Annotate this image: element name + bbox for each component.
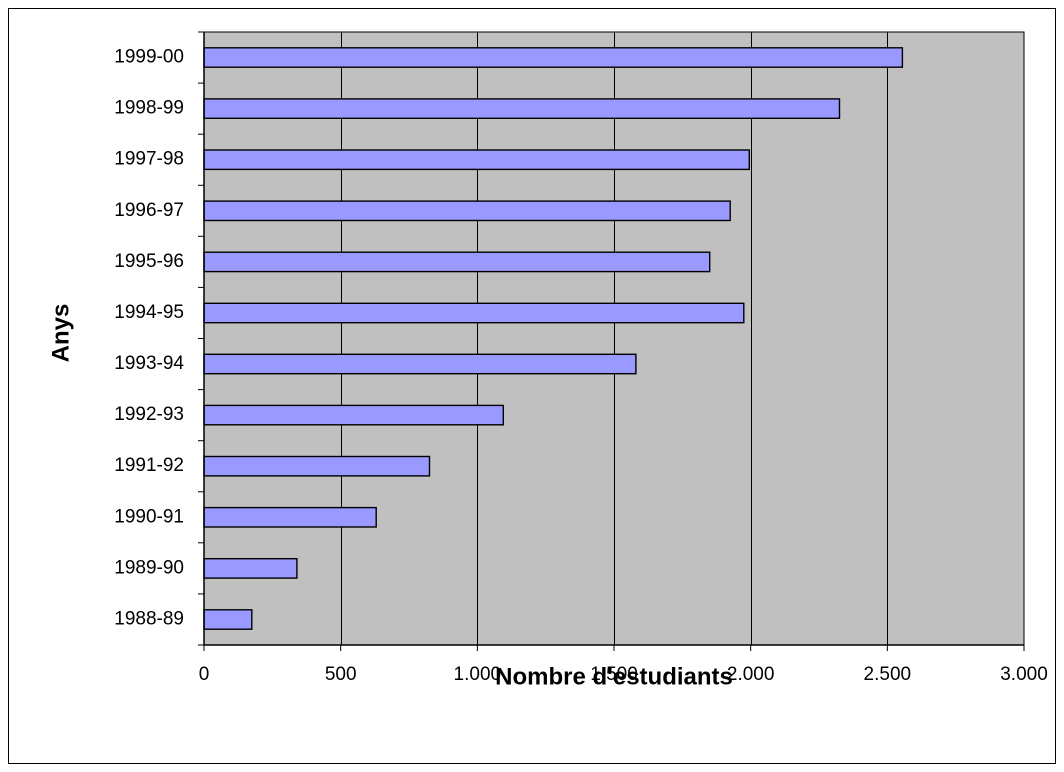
y-tick-label-1994-95: 1994-95 [114,302,184,323]
y-tick-label-1993-94: 1993-94 [114,353,184,374]
y-tick-label-1996-97: 1996-97 [114,200,184,221]
x-tick-label-5: 2.500 [864,664,912,685]
y-tick-label-1997-98: 1997-98 [114,149,184,170]
y-tick-label-1988-89: 1988-89 [114,609,184,630]
bar-1999-00 [204,48,902,67]
x-axis-title: Nombre d'estudiants [495,663,733,690]
bar-1989-90 [204,559,297,578]
y-tick-label-1992-93: 1992-93 [114,404,184,425]
bar-1993-94 [204,354,636,373]
bar-1988-89 [204,610,252,629]
x-tick-label-1: 500 [325,664,357,685]
x-tick-label-2: 1.000 [454,664,502,685]
y-tick-label-1989-90: 1989-90 [114,557,184,578]
bar-1992-93 [204,405,503,424]
y-axis-title: Anys [47,304,74,363]
y-tick-label-1995-96: 1995-96 [114,251,184,272]
y-tick-label-1999-00: 1999-00 [114,47,184,68]
x-tick-label-0: 0 [199,664,210,685]
bar-1991-92 [204,457,430,476]
x-tick-label-4: 2.000 [727,664,775,685]
bar-1997-98 [204,150,749,169]
bar-1994-95 [204,303,744,322]
bar-1998-99 [204,99,840,118]
bar-1996-97 [204,201,730,220]
y-tick-label-1991-92: 1991-92 [114,455,184,476]
x-tick-label-6: 3.000 [1000,664,1048,685]
bar-1995-96 [204,252,710,271]
bar-1990-91 [204,508,376,527]
y-tick-label-1998-99: 1998-99 [114,98,184,119]
y-tick-label-1990-91: 1990-91 [114,506,184,527]
